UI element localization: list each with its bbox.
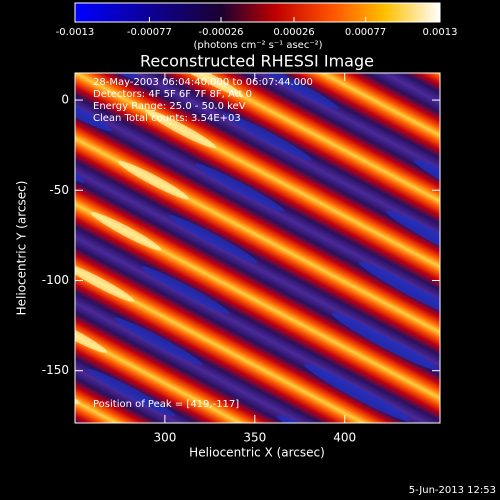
y-tick-label: -150 bbox=[42, 363, 69, 377]
colorbar-tick-label: -0.00026 bbox=[199, 27, 244, 38]
peak-label: Position of Peak = [419,-117] bbox=[93, 399, 239, 410]
y-tick-label: -100 bbox=[42, 273, 69, 287]
colorbar-tick-label: -0.00077 bbox=[127, 27, 172, 38]
colorbar-tick-label: 0.00077 bbox=[345, 27, 386, 38]
image bbox=[75, 73, 440, 423]
annotation: 28-May-2003 06:04:40.000 to 06:07:44.000 bbox=[93, 77, 313, 88]
annotation: Energy Range: 25.0 - 50.0 keV bbox=[93, 101, 246, 112]
x-tick-label: 400 bbox=[333, 431, 356, 445]
chart-title: Reconstructed RHESSI Image bbox=[140, 52, 374, 71]
x-tick-label: 300 bbox=[153, 431, 176, 445]
plot-frame bbox=[74, 72, 441, 424]
y-tick-label: -50 bbox=[49, 183, 69, 197]
colorbar-tick-label: 0.0013 bbox=[423, 27, 458, 38]
x-tick-label: 350 bbox=[243, 431, 266, 445]
colorbar bbox=[74, 2, 441, 23]
annotation: Clean Total counts: 3.54E+03 bbox=[93, 113, 241, 124]
annotation: Detectors: 4F 5F 6F 7F 8F, Att 0 bbox=[93, 89, 252, 100]
colorbar-unit: (photons cm⁻² s⁻¹ asec⁻²) bbox=[193, 40, 322, 51]
colorbar-tick-label: -0.0013 bbox=[56, 27, 95, 38]
y-axis-label: Heliocentric Y (arcsec) bbox=[15, 181, 29, 316]
y-tick-label: 0 bbox=[61, 93, 69, 107]
colorbar-tick-label: 0.00026 bbox=[273, 27, 314, 38]
x-axis-label: Heliocentric X (arcsec) bbox=[189, 446, 325, 460]
timestamp: 5-Jun-2013 12:53 bbox=[409, 485, 496, 496]
